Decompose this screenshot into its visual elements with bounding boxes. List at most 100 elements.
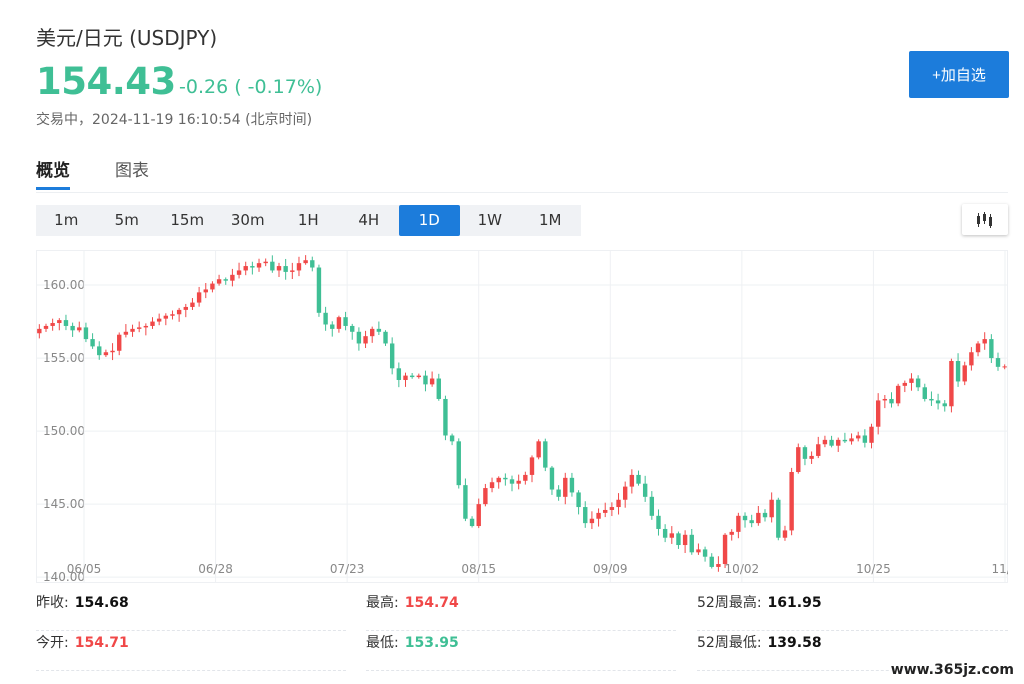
candle-body	[163, 315, 169, 319]
candle-body	[310, 260, 315, 268]
period-15m[interactable]: 15m	[170, 211, 205, 229]
candle-body	[37, 328, 42, 334]
candle-body	[982, 339, 987, 344]
candle-body	[629, 474, 635, 487]
candle-body	[130, 328, 135, 332]
candle-body	[909, 378, 914, 383]
stat-label: 昨收:	[36, 595, 69, 611]
y-tick-label: 145.00	[43, 497, 85, 511]
period-1m[interactable]: 1m	[54, 211, 79, 229]
candle-body	[156, 318, 162, 322]
candle-body	[729, 531, 734, 535]
period-4h[interactable]: 4H	[358, 211, 380, 229]
candle-body	[929, 398, 934, 401]
x-tick-label: 11/1	[992, 562, 1008, 576]
candle-body	[370, 328, 375, 337]
x-tick-label: 06/05	[67, 562, 102, 576]
candle-body	[290, 270, 295, 272]
candle-body	[183, 306, 188, 310]
candlestick-icon	[977, 211, 992, 228]
chart-type-button[interactable]	[962, 204, 1008, 235]
period-1mo[interactable]: 1M	[539, 211, 562, 229]
y-tick-label: 150.00	[43, 424, 85, 438]
candle-body	[642, 483, 648, 497]
stat-value: 161.95	[767, 595, 822, 611]
candle-body	[949, 361, 954, 407]
stat-low: 最低: 153.95	[366, 632, 676, 671]
candle-body	[256, 263, 262, 268]
candle-body	[496, 477, 501, 483]
candle-body	[716, 564, 721, 567]
period-5m[interactable]: 5m	[114, 211, 139, 229]
stat-value: 139.58	[767, 635, 822, 651]
candle-body	[469, 518, 475, 527]
candle-body	[989, 339, 994, 359]
candle-body	[969, 352, 974, 366]
candle-body	[296, 263, 302, 271]
candle-body	[110, 350, 115, 353]
candle-body	[563, 477, 568, 497]
watermark: www.365jz.com	[888, 662, 1016, 678]
add-to-watchlist-button[interactable]: +加自选	[909, 51, 1009, 98]
candle-body	[769, 499, 774, 518]
candle-body	[196, 292, 202, 303]
stat-value: 154.71	[74, 635, 129, 651]
candle-body	[589, 518, 595, 524]
candle-body	[343, 317, 348, 326]
period-1h[interactable]: 1H	[297, 211, 319, 229]
candle-body	[356, 331, 362, 344]
candle-body	[656, 515, 661, 529]
candle-body	[636, 474, 641, 484]
candle-body	[922, 387, 927, 399]
candle-body	[556, 489, 561, 497]
stat-high: 最高: 154.74	[366, 592, 676, 631]
candle-body	[1002, 366, 1007, 368]
stat-open: 今开: 154.71	[36, 632, 346, 671]
x-tick-label: 09/09	[593, 562, 628, 576]
candle-body	[749, 520, 754, 524]
candle-body	[409, 375, 415, 378]
candle-body	[283, 266, 288, 272]
period-1w[interactable]: 1W	[477, 211, 502, 229]
candle-body	[822, 439, 828, 445]
candle-body	[596, 512, 601, 519]
candle-body	[849, 438, 854, 442]
candle-body	[975, 343, 981, 353]
tab-overview[interactable]: 概览	[36, 156, 70, 190]
candle-body	[43, 325, 49, 329]
candle-body	[350, 325, 355, 332]
candle-body	[476, 504, 481, 527]
candle-body	[423, 375, 428, 385]
candle-body	[942, 403, 947, 407]
candle-body	[376, 328, 382, 332]
candle-body	[616, 499, 621, 508]
candle-body	[962, 365, 967, 382]
candle-body	[270, 261, 275, 271]
candle-body	[276, 266, 282, 271]
candle-body	[603, 509, 608, 513]
candle-body	[902, 382, 908, 386]
x-tick-label: 06/28	[198, 562, 233, 576]
period-30m[interactable]: 30m	[230, 211, 265, 229]
stat-52w-low: 52周最低: 139.58	[697, 632, 1008, 671]
y-tick-label: 155.00	[43, 351, 85, 365]
y-tick-label: 140.00	[43, 570, 85, 583]
candle-body	[363, 336, 368, 344]
candle-body	[103, 352, 109, 356]
candle-body	[776, 499, 781, 538]
candle-body	[503, 477, 508, 480]
x-tick-label: 10/25	[856, 562, 891, 576]
candle-body	[536, 441, 541, 458]
candle-body	[429, 378, 435, 385]
candle-body	[509, 479, 515, 484]
stat-label: 52周最低:	[697, 635, 762, 651]
price-chart[interactable]: 160.00 155.00 150.00 145.00 140.00 06/05 06/28…	[36, 250, 1018, 584]
stat-value: 154.74	[404, 595, 459, 611]
candle-body	[895, 385, 901, 404]
stat-value: 153.95	[404, 635, 459, 651]
candle-body	[543, 441, 548, 468]
tab-chart[interactable]: 图表	[115, 161, 149, 181]
period-1d[interactable]: 1D	[399, 205, 460, 236]
chart-frame	[36, 250, 1008, 583]
